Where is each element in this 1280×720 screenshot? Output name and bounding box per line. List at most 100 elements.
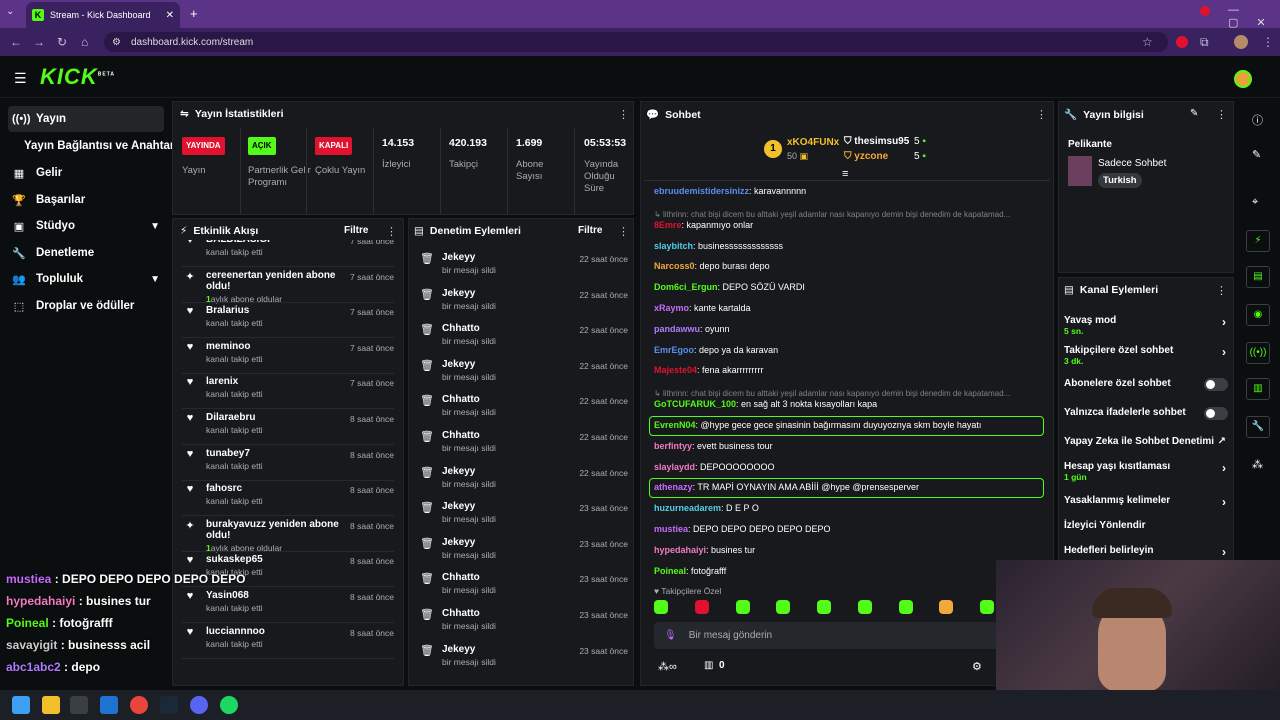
mic-icon[interactable]: 🎙 xyxy=(664,630,677,641)
extension-icon[interactable] xyxy=(1176,36,1188,48)
spotify-icon[interactable] xyxy=(220,696,238,714)
pinned-menu-icon[interactable]: ≡ xyxy=(842,168,849,180)
stats-more-icon[interactable]: ⋮ xyxy=(618,109,629,121)
broadcast-icon[interactable]: ((•)) xyxy=(1246,342,1270,364)
channel-action-item[interactable]: Yapay Zeka ile Sohbet Denetimi ↗ xyxy=(1064,436,1226,447)
chrome-icon[interactable] xyxy=(130,696,148,714)
new-tab-button[interactable]: + xyxy=(190,6,198,21)
bookmark-star-icon[interactable]: ☆ xyxy=(1142,35,1153,49)
emote-icon[interactable] xyxy=(980,600,994,614)
chat-more-icon[interactable]: ⋮ xyxy=(1036,109,1047,121)
coin-icon: ▣ xyxy=(799,151,809,161)
channel-action-item[interactable]: Hedefleri belirleyin › xyxy=(1064,545,1226,559)
chevron-right-icon: › xyxy=(1222,315,1226,329)
window-controls[interactable]: —▢✕ xyxy=(1228,4,1280,29)
emote-icon[interactable] xyxy=(817,600,831,614)
sidebar-item-gelir[interactable]: ▦ Gelir xyxy=(13,167,63,180)
emote-icon[interactable] xyxy=(857,600,872,614)
kick-logo[interactable]: KICKBETA xyxy=(40,64,116,89)
trash-icon: 🗑 xyxy=(420,395,434,408)
tab-search-icon[interactable]: ⌄ xyxy=(6,6,15,17)
reload-icon[interactable]: ↻ xyxy=(57,35,68,49)
activity-time: 7 saat önce xyxy=(350,307,394,318)
hamburger-menu-icon[interactable]: ☰ xyxy=(14,70,27,86)
chat-message: slaybitch: businesssssssssssss xyxy=(654,240,784,251)
sidebar-item-topluluk[interactable]: 👥 Topluluk ▼ xyxy=(12,273,160,286)
close-tab-icon[interactable]: ✕ xyxy=(165,9,174,21)
notes-icon[interactable]: ▤ xyxy=(1246,266,1270,288)
chat-settings-gear-icon[interactable]: ⚙ xyxy=(972,661,982,673)
chat-reply-context: ↳ lithrinn: chat bişi dicem bu alttaki y… xyxy=(654,209,1011,219)
browser-tab[interactable]: K Stream - Kick Dashboard ✕ xyxy=(26,2,180,28)
channel-action-item[interactable]: Yasaklanmış kelimeler › xyxy=(1064,495,1226,509)
moderation-filter-button[interactable]: Filtre xyxy=(578,225,603,236)
community-icon[interactable]: ⁂∞ xyxy=(658,661,677,673)
channel-actions-more-icon[interactable]: ⋮ xyxy=(1216,285,1227,297)
sidebar-item-stream-key[interactable]: Yayın Bağlantısı ve Anahtarı xyxy=(24,140,178,152)
activity-item: ✦ burakyavuzz yeniden abone oldu! 1aylık… xyxy=(185,518,339,553)
user-avatar[interactable] xyxy=(1234,70,1252,88)
emote-icon[interactable] xyxy=(735,600,750,614)
emote-icon[interactable] xyxy=(939,600,954,614)
edit-icon[interactable]: ✎ xyxy=(1252,149,1262,161)
file-explorer-icon[interactable] xyxy=(42,696,60,714)
activity-time: 7 saat önce xyxy=(350,240,394,246)
stream-info-more-icon[interactable]: ⋮ xyxy=(1216,109,1227,121)
stream-category[interactable]: Sadece Sohbet xyxy=(1098,158,1167,169)
channel-action-item[interactable]: Takipçilere özel sohbet 3 dk. › xyxy=(1064,345,1226,366)
channel-action-item[interactable]: Yavaş mod 5 sn. › xyxy=(1064,315,1226,336)
heart-icon: ♥ xyxy=(186,447,194,460)
channel-action-item[interactable]: Abonelere özel sohbet xyxy=(1064,378,1228,391)
home-icon[interactable]: ⌂ xyxy=(81,35,89,49)
chat-message: berfintyy: evett business tour xyxy=(654,440,773,451)
toggle-switch[interactable] xyxy=(1204,407,1228,420)
more-icon[interactable]: ⁂ xyxy=(1252,459,1263,471)
edit-pencil-icon[interactable]: ✎ xyxy=(1190,108,1199,119)
channel-action-item[interactable]: Yalnızca ifadelerle sohbet xyxy=(1064,407,1228,420)
sidebar-item-studyo[interactable]: ▣ Stüdyo ▼ xyxy=(13,220,160,233)
emote-icon[interactable] xyxy=(776,600,791,614)
steam-icon[interactable] xyxy=(160,696,178,714)
chat-icon[interactable]: ◉ xyxy=(1246,304,1270,326)
url-bar[interactable]: ⚙ dashboard.kick.com/stream xyxy=(104,32,1168,52)
info-icon[interactable]: ⓘ xyxy=(1252,115,1263,127)
followers-only-label: ♥ Takipçilere Özel xyxy=(654,586,722,596)
flash-icon[interactable]: ⚡ xyxy=(1246,230,1270,252)
sidebar-item-denetleme[interactable]: 🔧 Denetleme xyxy=(12,247,95,260)
sidebar-item-droplar[interactable]: ⬚ Droplar ve ödüller xyxy=(13,300,135,313)
chat-input[interactable]: 🎙 Bir mesaj gönderin xyxy=(654,622,1000,649)
moderation-more-icon[interactable]: ⋮ xyxy=(618,226,629,238)
emote-icon[interactable] xyxy=(694,600,709,614)
extensions-puzzle-icon[interactable]: ⧉ xyxy=(1200,35,1209,49)
profile-avatar[interactable] xyxy=(1234,35,1248,49)
trash-icon: 🗑 xyxy=(420,609,434,621)
activity-feed-panel xyxy=(172,218,404,686)
activity-more-icon[interactable]: ⋮ xyxy=(386,226,397,238)
moderation-item: 🗑 Chhatto bir mesajı sildi xyxy=(420,608,496,631)
browser-menu-icon[interactable]: ⋮ xyxy=(1262,35,1274,49)
forward-icon[interactable]: → xyxy=(33,35,45,49)
toggle-switch[interactable] xyxy=(1204,378,1228,391)
sidebar-item-basarilar[interactable]: 🏆 Başarılar xyxy=(12,194,86,207)
sidebar-item-yayin[interactable]: ((•)) Yayın xyxy=(8,106,164,132)
layout-icon[interactable]: ▥ xyxy=(1246,378,1270,400)
focus-icon[interactable]: ⌖ xyxy=(1252,196,1259,208)
leaderboard-rank-1: 1 xyxy=(764,140,782,158)
channel-action-item[interactable]: Hesap yaşı kısıtlaması 1 gün › xyxy=(1064,461,1226,482)
emote-icon[interactable] xyxy=(898,600,913,614)
heart-icon: ♥ xyxy=(186,240,194,246)
back-icon[interactable]: ← xyxy=(10,35,22,49)
store-icon[interactable] xyxy=(70,696,88,714)
windows-start-icon[interactable] xyxy=(12,696,30,714)
channel-action-item[interactable]: İzleyici Yönlendir xyxy=(1064,520,1146,531)
tools-icon[interactable]: 🔧 xyxy=(1246,416,1270,438)
recording-indicator-icon xyxy=(1200,6,1210,16)
category-thumbnail xyxy=(1068,156,1092,186)
activity-filter-button[interactable]: Filtre xyxy=(344,225,369,236)
outlook-icon[interactable] xyxy=(100,696,118,714)
discord-icon[interactable] xyxy=(190,696,208,714)
sparkle-icon: ✦ xyxy=(185,519,195,532)
site-info-icon[interactable]: ⚙ xyxy=(112,36,121,48)
emote-icon[interactable] xyxy=(654,600,668,614)
